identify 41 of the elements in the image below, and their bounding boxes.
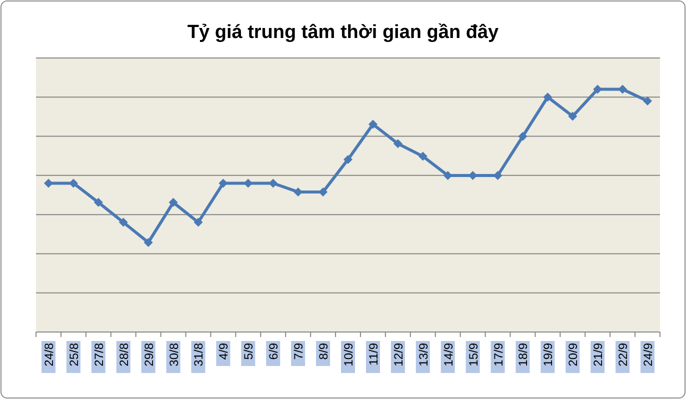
- x-tick-label: 17/9: [491, 342, 506, 366]
- point: [518, 132, 528, 141]
- point: [618, 84, 628, 94]
- point: [94, 198, 103, 207]
- x-tick-label: 19/9: [541, 342, 556, 366]
- point: [368, 120, 378, 129]
- x-tick-label: 28/8: [116, 342, 131, 366]
- x-tick-label: 22/9: [616, 342, 630, 366]
- x-tick-label: 20/9: [566, 342, 580, 366]
- point: [194, 218, 203, 227]
- x-tick-label: 5/9: [242, 342, 256, 360]
- x-tick-label: 25/8: [66, 342, 81, 366]
- x-tick-label: 29/8: [142, 342, 156, 366]
- x-tick-label: 8/9: [316, 342, 331, 360]
- x-tick-label: 30/8: [166, 342, 181, 366]
- point: [568, 112, 578, 121]
- x-tick-label: 18/9: [516, 342, 530, 366]
- point: [144, 238, 153, 247]
- x-tick-label: 7/9: [292, 342, 306, 360]
- x-tick-label: 24/8: [42, 342, 56, 366]
- x-tick-label: 11/9: [366, 342, 380, 366]
- point: [393, 139, 402, 148]
- point: [44, 178, 53, 188]
- x-tick-label: 14/9: [441, 342, 456, 366]
- point: [118, 218, 128, 227]
- x-tick-label: 15/9: [466, 342, 480, 366]
- x-tick-label: 12/9: [391, 342, 406, 366]
- point: [543, 92, 552, 102]
- point: [344, 154, 352, 164]
- chart-title: Tỷ giá trung tâm thời gian gần đây: [187, 22, 500, 43]
- x-tick-label: 31/8: [192, 342, 206, 366]
- x-tick-label: 21/9: [591, 342, 606, 366]
- x-tick-label: 6/9: [266, 342, 281, 360]
- x-tick-label: 27/8: [92, 342, 106, 366]
- x-tick-label: 24/9: [641, 342, 656, 366]
- point: [168, 198, 178, 207]
- point: [643, 96, 652, 106]
- x-tick-label: 10/9: [342, 342, 356, 366]
- x-tick-label: 13/9: [416, 342, 430, 366]
- point: [418, 152, 428, 161]
- x-tick-label: 4/9: [216, 342, 231, 360]
